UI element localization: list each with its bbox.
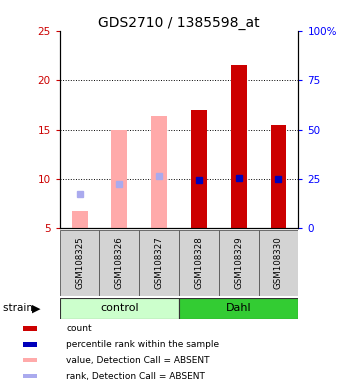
Bar	[23, 358, 37, 362]
Text: value, Detection Call = ABSENT: value, Detection Call = ABSENT	[66, 356, 210, 365]
Text: percentile rank within the sample: percentile rank within the sample	[66, 340, 220, 349]
Bar	[23, 374, 37, 378]
Text: rank, Detection Call = ABSENT: rank, Detection Call = ABSENT	[66, 372, 205, 381]
Bar	[179, 298, 298, 319]
Bar	[112, 129, 127, 228]
Bar	[60, 230, 100, 296]
Bar	[179, 230, 219, 296]
Text: strain: strain	[3, 303, 37, 313]
Bar	[23, 326, 37, 331]
Bar	[231, 65, 247, 228]
Bar	[258, 230, 298, 296]
Bar	[60, 298, 179, 319]
Text: GSM108329: GSM108329	[234, 237, 243, 290]
Text: Dahl: Dahl	[226, 303, 252, 313]
Bar	[23, 342, 37, 347]
Bar	[191, 110, 207, 228]
Text: control: control	[100, 303, 139, 313]
Title: GDS2710 / 1385598_at: GDS2710 / 1385598_at	[98, 16, 260, 30]
Text: count: count	[66, 324, 92, 333]
Text: GSM108327: GSM108327	[154, 237, 164, 290]
Bar	[72, 211, 88, 228]
Text: ▶: ▶	[32, 303, 41, 313]
Bar	[151, 116, 167, 228]
Bar	[219, 230, 258, 296]
Bar	[270, 125, 286, 228]
Text: GSM108330: GSM108330	[274, 237, 283, 290]
Bar	[100, 230, 139, 296]
Text: GSM108326: GSM108326	[115, 237, 124, 290]
Bar	[139, 230, 179, 296]
Text: GSM108325: GSM108325	[75, 237, 84, 290]
Text: GSM108328: GSM108328	[194, 237, 204, 290]
